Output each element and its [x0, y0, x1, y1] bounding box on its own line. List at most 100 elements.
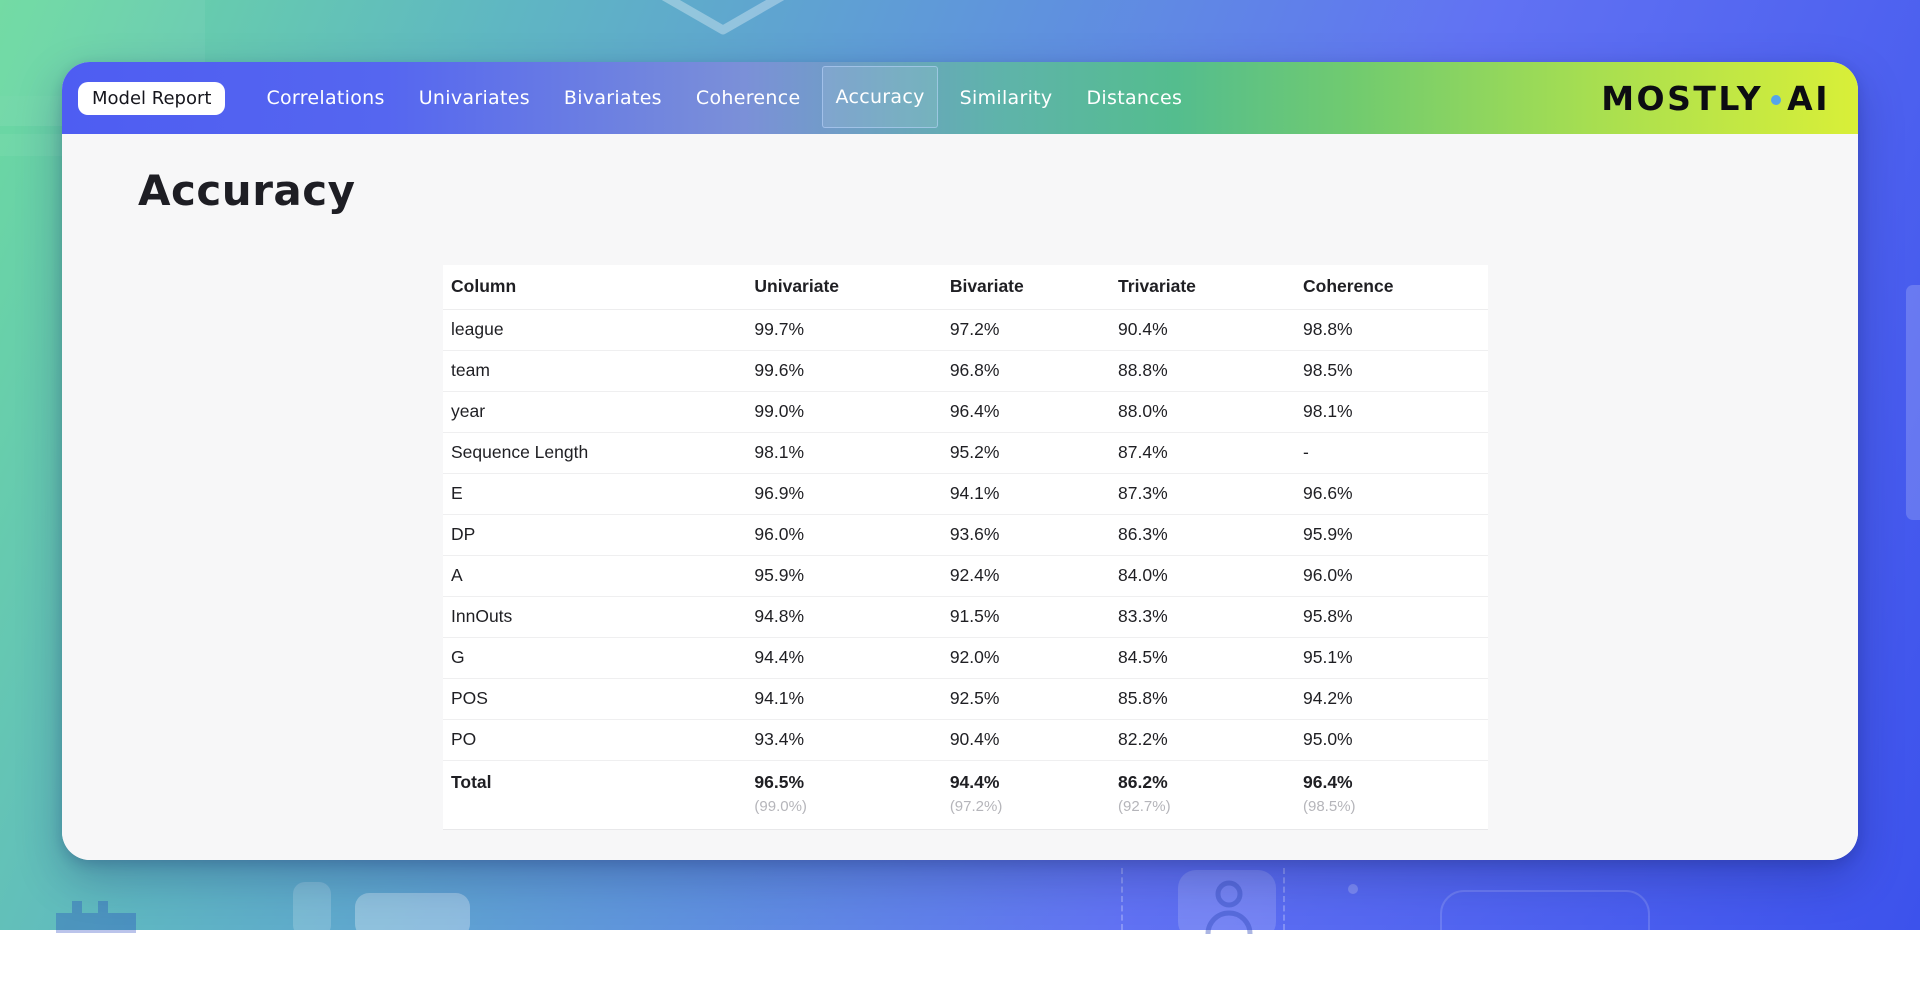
value-cell: 96.4% [949, 391, 1119, 433]
value-cell: 94.8% [754, 596, 950, 638]
total-sub-value: (99.0%) [754, 797, 807, 815]
value-cell: 99.7% [754, 309, 950, 351]
row-label-cell: DP [443, 514, 755, 556]
nav-tab-distances[interactable]: Distances [1086, 87, 1183, 109]
table-total-row: Total 96.5% (99.0%) 94.4% (97.2%) 86.2% … [443, 760, 1488, 830]
value-cell: 93.4% [754, 719, 950, 761]
model-report-badge[interactable]: Model Report [78, 81, 226, 115]
value-cell: 95.0% [1303, 719, 1488, 761]
logo-word-mostly: MOSTLY [1601, 78, 1764, 118]
value-cell: 88.8% [1118, 350, 1303, 392]
decor-dot [1348, 884, 1358, 894]
value-cell: 96.0% [754, 514, 950, 556]
decor-dashed-line [1121, 868, 1123, 930]
value-cell: 99.6% [754, 350, 950, 392]
table-row: PO 93.4% 90.4% 82.2% 95.0% [443, 719, 1488, 761]
nav-tab-univariates[interactable]: Univariates [418, 87, 530, 109]
accuracy-table: Column Univariate Bivariate Trivariate Coher… [443, 265, 1488, 830]
value-cell: 95.1% [1303, 637, 1488, 679]
row-label-cell: POS [443, 678, 755, 720]
table-row: E 96.9% 94.1% 87.3% 96.6% [443, 473, 1488, 515]
value-cell: 95.2% [949, 432, 1119, 474]
total-sub-value: (92.7%) [1118, 797, 1171, 815]
table-row: A 95.9% 92.4% 84.0% 96.0% [443, 555, 1488, 597]
value-cell: 92.0% [949, 637, 1119, 679]
mostly-ai-logo: MOSTLY AI [1601, 79, 1836, 118]
table-row: Sequence Length 98.1% 95.2% 87.4% - [443, 432, 1488, 474]
report-nav: Model Report Correlations Univariates Biva… [62, 62, 1858, 134]
value-cell: 91.5% [949, 596, 1119, 638]
value-cell: 96.8% [949, 350, 1119, 392]
value-cell: 95.9% [1303, 514, 1488, 556]
table-row: DP 96.0% 93.6% 86.3% 95.9% [443, 514, 1488, 556]
nav-tab-bivariates[interactable]: Bivariates [563, 87, 662, 109]
row-label-cell: A [443, 555, 755, 597]
value-cell: 96.6% [1303, 473, 1488, 515]
row-label-cell: G [443, 637, 755, 679]
value-cell: 90.4% [1118, 309, 1303, 351]
decor-outline [1440, 890, 1650, 1000]
value-cell: 83.3% [1118, 596, 1303, 638]
value-cell: 82.2% [1118, 719, 1303, 761]
value-cell: 96.0% [1303, 555, 1488, 597]
row-label-cell: Sequence Length [443, 432, 755, 474]
decor-blob [293, 882, 331, 937]
decor-blob [355, 893, 470, 938]
column-header: Univariate [754, 265, 950, 310]
total-value: 94.4% [949, 771, 1000, 792]
table-row: G 94.4% 92.0% 84.5% 95.1% [443, 637, 1488, 679]
nav-tab-similarity[interactable]: Similarity [959, 87, 1053, 109]
total-label: Total [451, 771, 492, 792]
value-cell: 90.4% [949, 719, 1119, 761]
row-label-cell: InnOuts [443, 596, 755, 638]
value-cell: 96.9% [754, 473, 950, 515]
value-cell: 92.5% [949, 678, 1119, 720]
row-label-cell: league [443, 309, 755, 351]
table-row: InnOuts 94.8% 91.5% 83.3% 95.8% [443, 596, 1488, 638]
decor-dashed-line [1283, 868, 1285, 930]
total-value: 96.4% [1303, 771, 1353, 792]
table-row: team 99.6% 96.8% 88.8% 98.5% [443, 350, 1488, 392]
column-header: Coherence [1303, 265, 1488, 310]
value-cell: 87.3% [1118, 473, 1303, 515]
report-content: Accuracy Column Univariate Bivariate Trivar… [62, 134, 1858, 860]
total-value: 96.5% [754, 771, 805, 792]
value-cell: 84.0% [1118, 555, 1303, 597]
value-cell: 98.5% [1303, 350, 1488, 392]
nav-tab-correlations[interactable]: Correlations [266, 87, 385, 109]
column-header: Trivariate [1118, 265, 1303, 310]
value-cell: 92.4% [949, 555, 1119, 597]
envelope-chevron-icon [661, 0, 785, 35]
value-cell: 94.4% [754, 637, 950, 679]
table-header-row: Column Univariate Bivariate Trivariate Coher… [443, 265, 1488, 310]
person-icon [1178, 870, 1276, 940]
value-cell: 94.1% [949, 473, 1119, 515]
value-cell: 99.0% [754, 391, 950, 433]
row-label-cell: year [443, 391, 755, 433]
value-cell: 93.6% [949, 514, 1119, 556]
column-header: Bivariate [949, 265, 1119, 310]
value-cell: 98.1% [1303, 391, 1488, 433]
model-report-card: Model Report Correlations Univariates Biva… [62, 62, 1858, 860]
logo-dot-icon [1771, 95, 1782, 105]
row-label-cell: team [443, 350, 755, 392]
value-cell: 85.8% [1118, 678, 1303, 720]
total-value: 86.2% [1118, 771, 1168, 792]
value-cell: - [1303, 432, 1488, 474]
value-cell: 84.5% [1118, 637, 1303, 679]
value-cell: 87.4% [1118, 432, 1303, 474]
decor-strip [1906, 285, 1920, 520]
value-cell: 88.0% [1118, 391, 1303, 433]
table-row: year 99.0% 96.4% 88.0% 98.1% [443, 391, 1488, 433]
value-cell: 98.8% [1303, 309, 1488, 351]
value-cell: 98.1% [754, 432, 950, 474]
column-header: Column [443, 265, 755, 310]
logo-word-ai: AI [1787, 78, 1830, 118]
page-title: Accuracy [138, 166, 356, 215]
value-cell: 94.1% [754, 678, 950, 720]
nav-tab-accuracy[interactable]: Accuracy [822, 66, 938, 128]
total-sub-value: (97.2%) [949, 797, 1003, 815]
nav-tab-coherence[interactable]: Coherence [695, 87, 801, 109]
value-cell: 94.2% [1303, 678, 1488, 720]
value-cell: 86.3% [1118, 514, 1303, 556]
